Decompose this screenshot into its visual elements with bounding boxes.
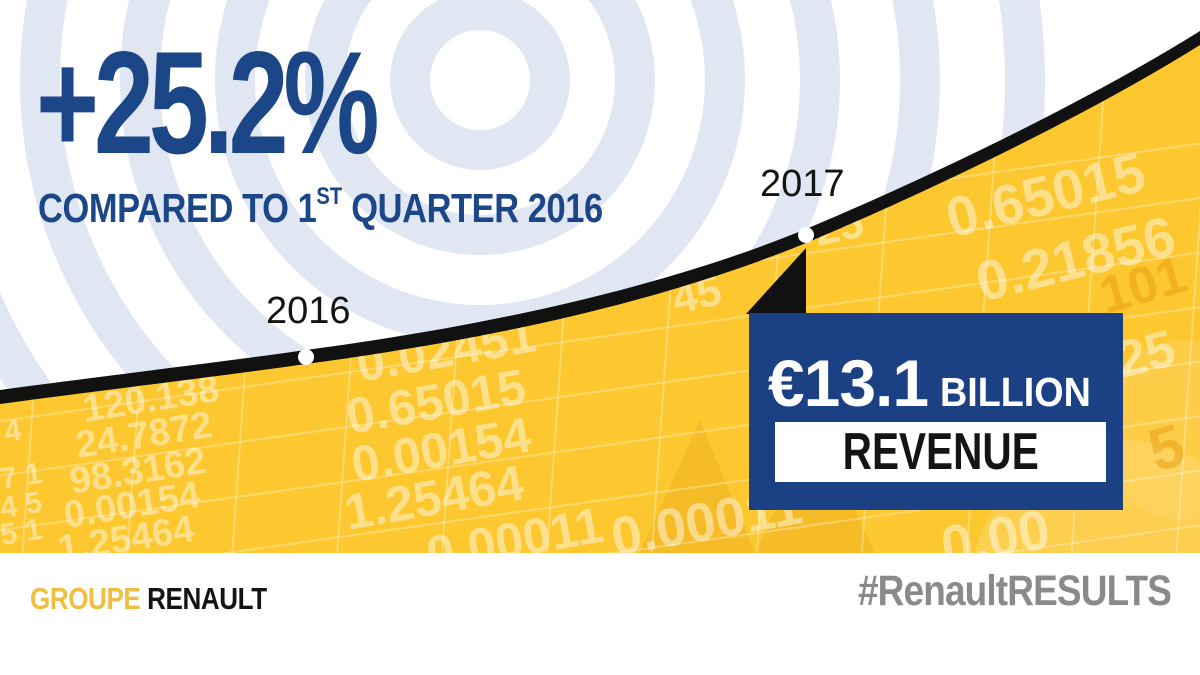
revenue-callout-box: €13.1 BILLION REVENUE [749,313,1123,510]
ticker-number: 7 1 [0,457,44,496]
revenue-label-strip: REVENUE [775,422,1106,482]
ticker-number: 45 [668,266,726,324]
comparison-prefix: COMPARED TO 1 [38,185,317,231]
ticker-number: 0.00154 [347,406,535,493]
comparison-ordinal-sup: ST [316,183,343,210]
footer-bar: GROUPE RENAULT #RenaultRESULTS [0,553,1200,675]
revenue-unit: BILLION [940,369,1091,415]
data-point-2016 [298,349,314,365]
brand-groupe-text: GROUPE [30,581,141,616]
ticker-number: 120.138 [80,368,222,431]
revenue-label: REVENUE [842,423,1039,481]
ticker-number: 0.65015 [940,140,1152,250]
ticker-number: 4 5 [0,486,44,525]
year-label-2017: 2017 [760,163,845,205]
ticker-number: 25 [810,198,868,256]
headline-change-percentage: +25.2% [36,30,493,176]
revenue-amount: €13.1 BILLION [749,345,1123,421]
comparison-suffix: QUARTER 2016 [342,185,603,231]
data-point-2017 [798,227,814,243]
ticker-number: 98.3162 [67,440,209,503]
change-percentage-text: +25.2% [36,21,380,184]
decor-peak-watermark [640,420,755,553]
ticker-number: 0.00154 [61,474,203,537]
brand-renault-text: RENAULT [147,581,267,616]
headline-comparison: COMPARED TO 1ST QUARTER 2016 [38,183,710,232]
year-label-2016: 2016 [266,290,351,332]
ticker-number: 5 1 [0,513,44,552]
hashtag-renault-results: #RenaultRESULTS [857,567,1172,615]
brand-logo-groupe-renault: GROUPE RENAULT [30,581,312,617]
ticker-number: 0.02451 [352,306,540,393]
ticker-number: 1.25464 [340,454,528,541]
ticker-number: 24.7872 [73,404,215,467]
ticker-number: 0.21856 [970,204,1182,314]
revenue-value: €13.1 [767,346,929,420]
callout-pointer-triangle [746,248,806,314]
ticker-number: 0.65015 [342,358,530,445]
ticker-number: 4 [2,414,24,449]
ticker-number: 5 [1141,411,1192,485]
